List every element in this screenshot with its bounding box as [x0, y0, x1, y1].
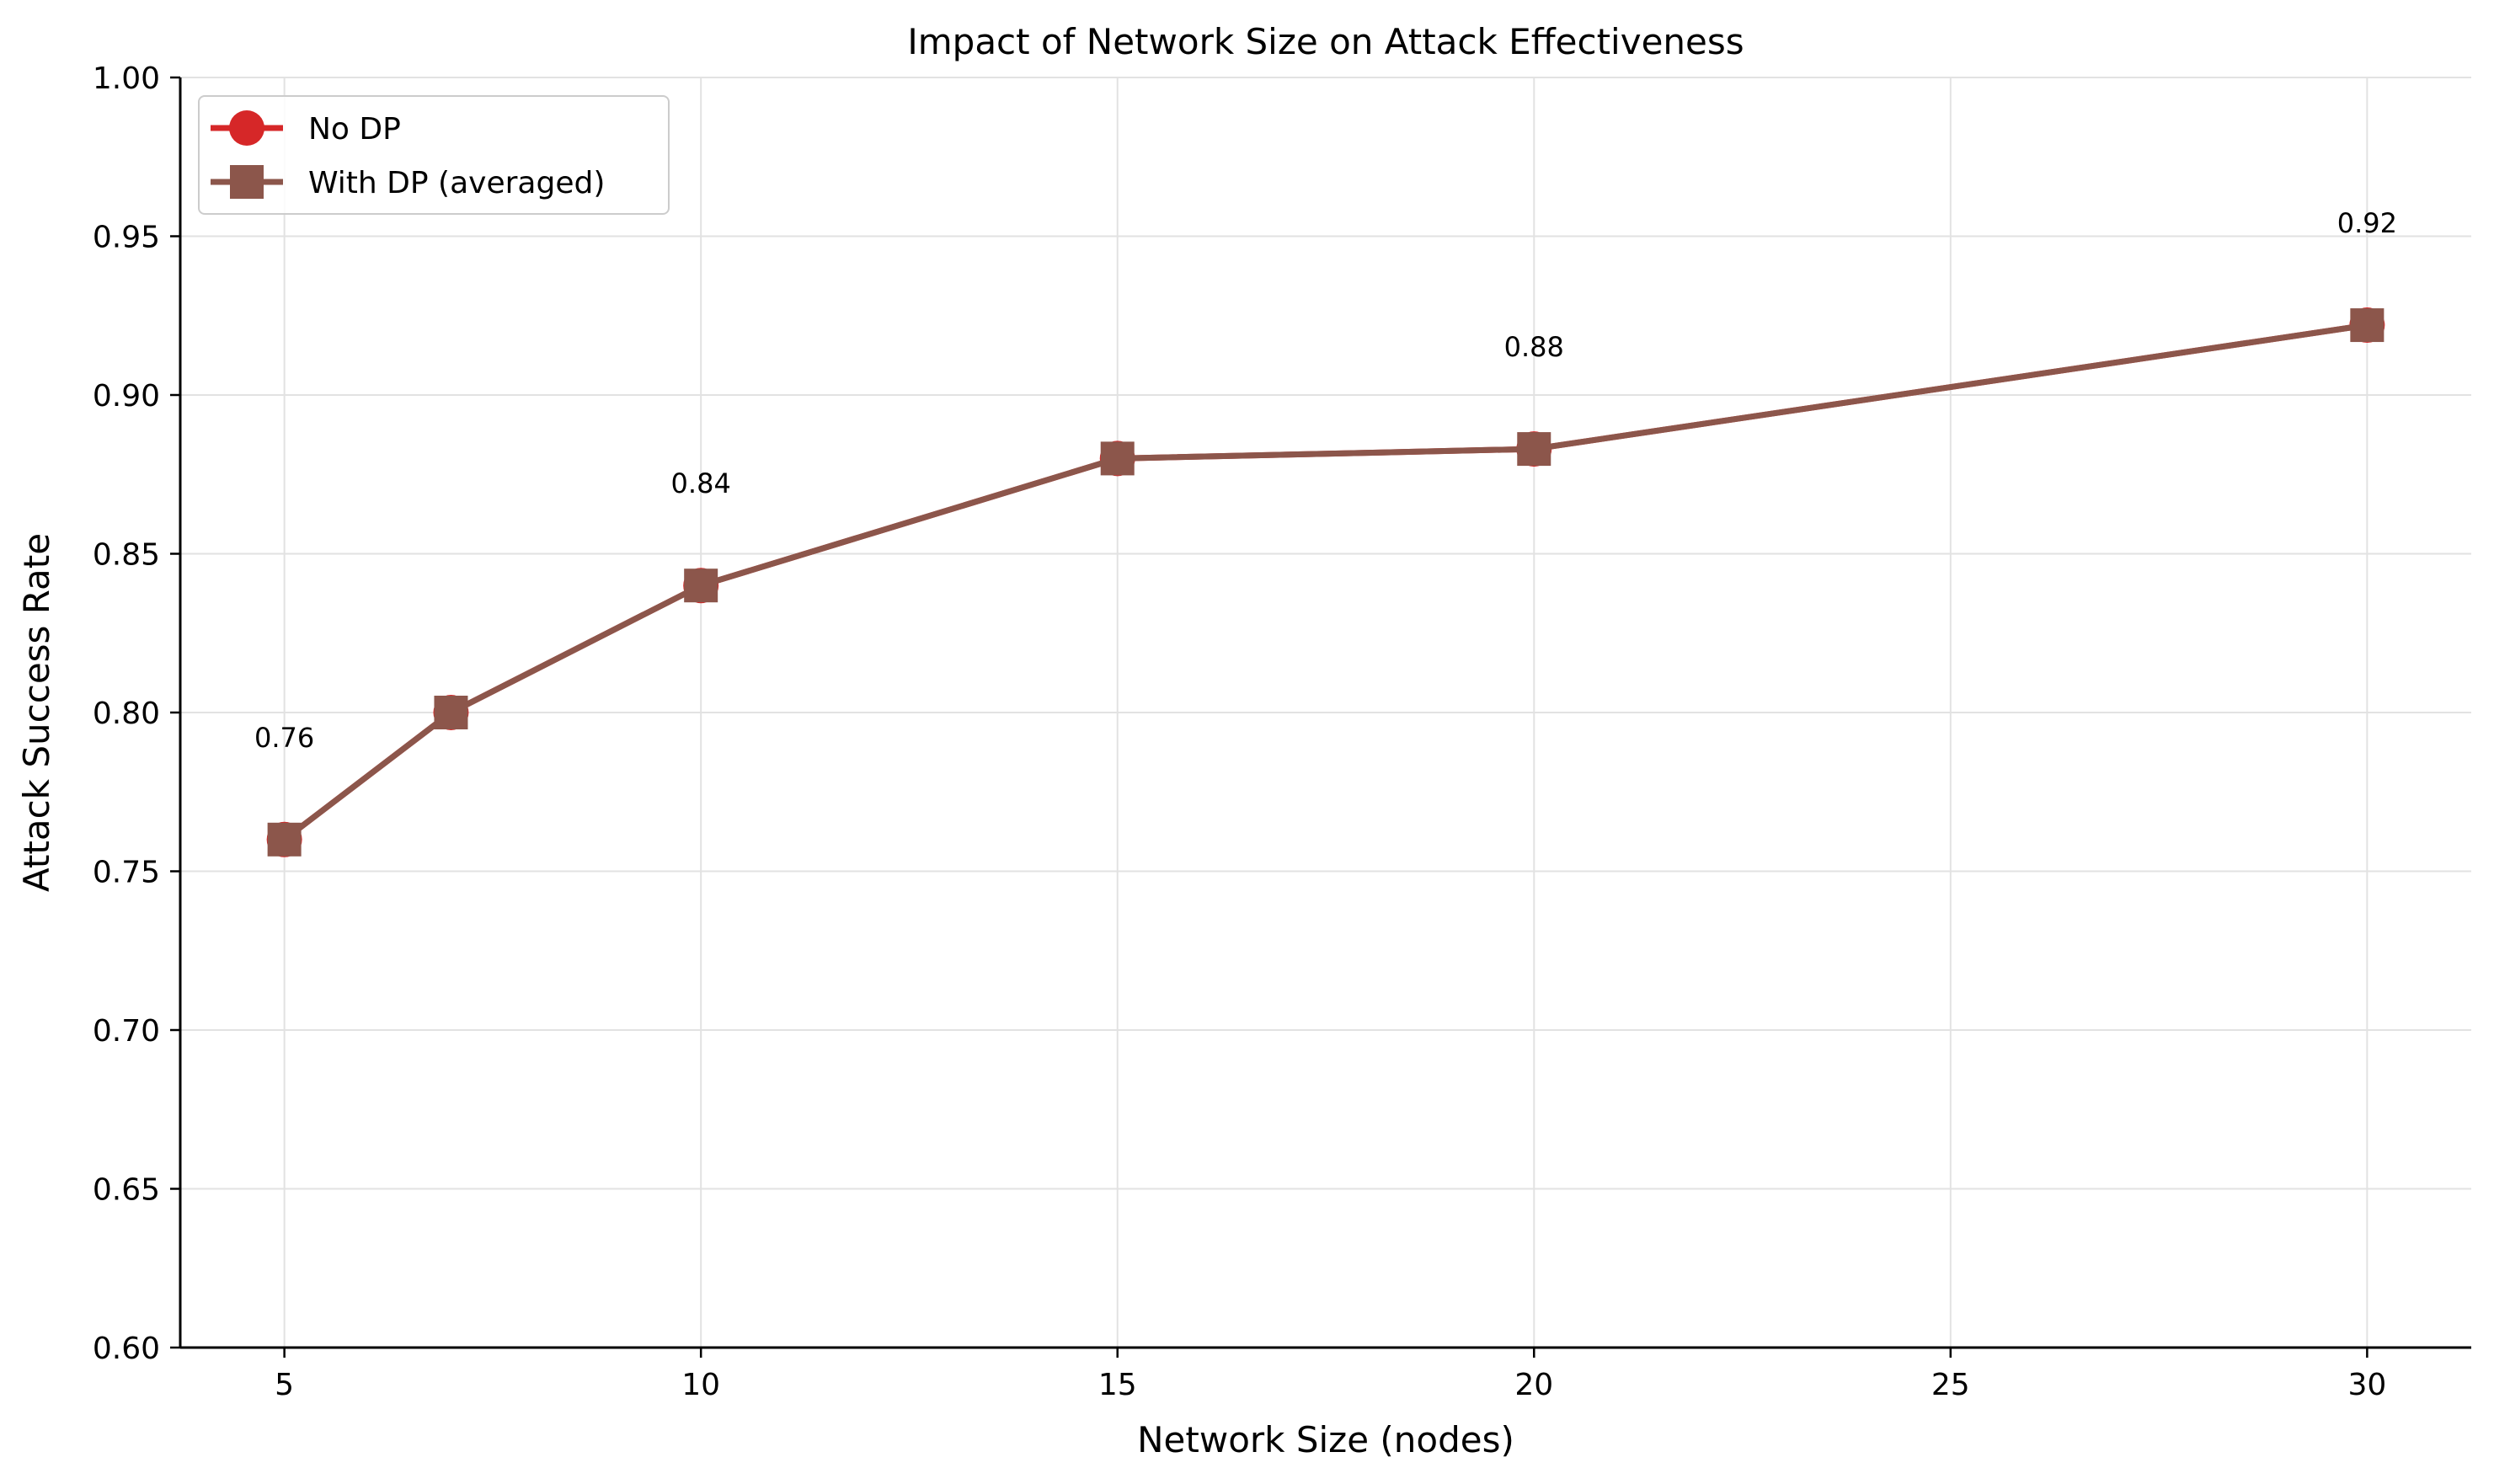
y-tick-label-6: 0.90	[93, 379, 160, 414]
legend-box	[198, 95, 670, 215]
y-tick-label-7: 0.95	[93, 221, 160, 255]
legend-label-no-dp: No DP	[308, 112, 401, 147]
marker-with-dp-averaged-0	[267, 822, 302, 857]
ticks: 5 10 15 20 25 30 0.60 0.65 0.70 0.75 0.80 0.85 0.90 0…	[93, 61, 2386, 1402]
marker-with-dp-averaged-1	[434, 696, 468, 729]
x-tick-label-10: 10	[681, 1368, 720, 1402]
y-tick-label-2: 0.70	[93, 1014, 160, 1049]
chart-title: Impact of Network Size on Attack Effecti…	[907, 21, 1744, 62]
grid	[180, 77, 2471, 1348]
x-tick-label-20: 20	[1514, 1368, 1553, 1402]
y-axis-label: Attack Success Rate	[16, 533, 57, 892]
x-tick-label-30: 30	[2347, 1368, 2386, 1402]
x-axis-label: Network Size (nodes)	[1137, 1419, 1514, 1460]
y-tick-label-3: 0.75	[93, 856, 160, 890]
legend: No DP With DP (averaged)	[198, 95, 670, 215]
data-label-1: 0.84	[671, 467, 731, 499]
marker-with-dp-averaged-2	[684, 569, 718, 603]
x-tick-label-15: 15	[1098, 1368, 1137, 1402]
legend-label-with-dp-averaged: With DP (averaged)	[308, 166, 605, 200]
y-tick-label-5: 0.85	[93, 538, 160, 573]
marker-with-dp-averaged-3	[1100, 441, 1135, 476]
legend-marker-with-dp-averaged	[230, 165, 264, 199]
y-tick-label-4: 0.80	[93, 697, 160, 731]
data-label-0: 0.76	[254, 722, 314, 754]
x-tick-label-25: 25	[1931, 1368, 1970, 1402]
series-line-with-dp-averaged	[282, 322, 2368, 842]
data-label-3: 0.92	[2337, 207, 2397, 239]
marker-with-dp-averaged-4	[1517, 432, 1551, 467]
data-label-2: 0.88	[1504, 331, 1564, 363]
y-tick-label-8: 1.00	[93, 61, 160, 96]
legend-marker-no-dp	[229, 110, 264, 146]
series	[266, 307, 2385, 857]
y-tick-label-1: 0.65	[93, 1173, 160, 1208]
annotations: 0.76 0.84 0.88 0.92	[254, 207, 2397, 754]
y-tick-label-0: 0.60	[93, 1332, 160, 1366]
marker-with-dp-averaged-5	[2350, 308, 2385, 343]
x-tick-label-5: 5	[275, 1368, 294, 1402]
